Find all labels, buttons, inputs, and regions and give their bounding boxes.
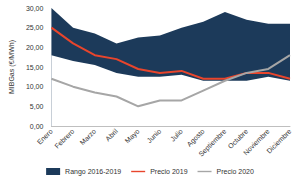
svg-text:15,00: 15,00: [26, 64, 44, 71]
svg-text:Septiembre: Septiembre: [197, 127, 228, 158]
svg-text:Julio: Julio: [169, 127, 184, 142]
svg-text:Marzo: Marzo: [79, 127, 98, 146]
svg-text:Agosto: Agosto: [185, 127, 206, 148]
svg-text:Precio 2020: Precio 2020: [217, 168, 254, 175]
svg-text:Precio 2019: Precio 2019: [150, 168, 187, 175]
svg-text:Abril: Abril: [104, 127, 119, 142]
svg-text:Octubre: Octubre: [226, 127, 250, 151]
svg-text:Febrero: Febrero: [53, 127, 75, 149]
svg-text:Rango 2016-2019: Rango 2016-2019: [65, 168, 121, 176]
svg-text:Enero: Enero: [36, 127, 54, 145]
svg-text:Diciembre: Diciembre: [265, 127, 292, 154]
svg-text:0,00: 0,00: [30, 123, 44, 130]
svg-text:25,00: 25,00: [26, 24, 44, 31]
svg-text:Mayo: Mayo: [124, 127, 142, 145]
svg-text:10,00: 10,00: [26, 83, 44, 90]
svg-text:MIBGas (€/MWh): MIBGas (€/MWh): [8, 40, 16, 94]
svg-text:30,00: 30,00: [26, 5, 44, 12]
svg-text:Noviembre: Noviembre: [241, 127, 271, 157]
svg-text:20,00: 20,00: [26, 44, 44, 51]
svg-text:Junio: Junio: [146, 127, 163, 144]
svg-text:5,00: 5,00: [30, 103, 44, 110]
